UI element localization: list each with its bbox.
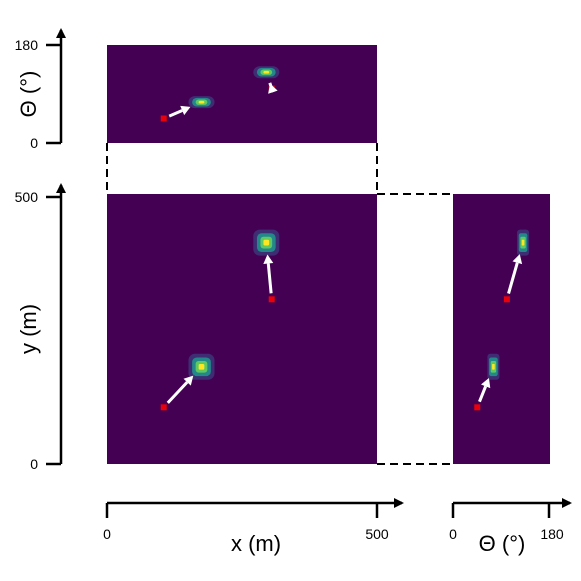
top-y-axis-label: Θ (°) <box>16 71 41 118</box>
main-arrow-1-shaft <box>266 263 273 294</box>
top-panel <box>107 45 377 143</box>
side-x-axis-label: Θ (°) <box>479 531 526 556</box>
main-x-axis <box>105 498 404 518</box>
main-marker-1 <box>268 296 275 303</box>
main-marker-0 <box>160 404 167 411</box>
top-arrow-0-head <box>180 105 191 116</box>
side-blob-0-layer-3 <box>492 363 495 370</box>
side-arrow-1-shaft <box>507 262 519 294</box>
top-y-axis <box>46 28 66 145</box>
side-arrow-1-head <box>512 254 523 265</box>
main-arrow-1-head <box>263 254 274 264</box>
main-arrow-0-shaft <box>166 381 189 404</box>
side-arrow-0-head <box>480 377 491 389</box>
top-arrow-1-head <box>268 83 278 94</box>
side-x-tick-0: 0 <box>449 526 457 542</box>
side-marker-0 <box>474 404 481 411</box>
main-y-tick-0: 0 <box>30 456 38 472</box>
top-panel-blobs <box>160 66 280 122</box>
main-panel-blobs <box>160 229 280 411</box>
top-arrow-0-shaft <box>168 109 183 118</box>
main-y-axis <box>46 183 66 466</box>
main-y-axis-label: y (m) <box>16 304 41 354</box>
top-blob-0-layer-3 <box>198 100 205 104</box>
main-x-axis-label: x (m) <box>231 531 281 556</box>
main-y-tick-500: 500 <box>15 189 39 205</box>
side-x-axis <box>451 498 572 518</box>
side-blob-1-layer-3 <box>521 239 525 246</box>
main-blob-1-layer-3 <box>263 239 270 246</box>
main-x-tick-500: 500 <box>365 526 389 542</box>
top-blob-1-layer-3 <box>263 70 270 74</box>
side-arrow-0-shaft <box>478 385 488 403</box>
side-marker-1 <box>503 296 510 303</box>
side-panel-blobs <box>474 229 530 411</box>
top-y-tick-180: 180 <box>15 37 39 53</box>
main-x-tick-0: 0 <box>103 526 111 542</box>
main-arrow-0-head <box>183 375 194 386</box>
top-y-tick-0: 0 <box>30 135 38 151</box>
main-panel <box>107 194 377 464</box>
main-blob-0-layer-3 <box>198 363 205 370</box>
side-panel <box>453 194 550 464</box>
top-marker-0 <box>160 115 167 122</box>
side-x-tick-180: 180 <box>540 526 564 542</box>
dashed-connectors <box>106 143 453 465</box>
